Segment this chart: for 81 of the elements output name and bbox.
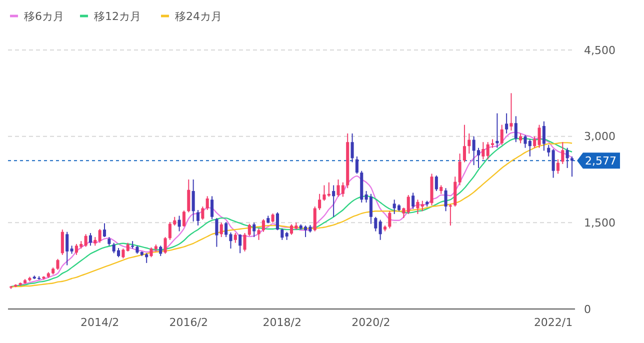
candlestick bbox=[60, 229, 64, 256]
candlestick bbox=[192, 179, 195, 222]
candlestick bbox=[406, 194, 410, 215]
candlestick bbox=[355, 156, 358, 174]
candlestick bbox=[66, 231, 69, 266]
legend-label: 移12カ月 bbox=[94, 10, 141, 23]
y-tick-label: 0 bbox=[584, 302, 591, 316]
candlestick bbox=[538, 124, 541, 148]
candlestick bbox=[257, 228, 260, 240]
candlestick bbox=[462, 124, 466, 163]
candlestick bbox=[378, 219, 382, 240]
candlestick bbox=[468, 132, 471, 154]
candlestick bbox=[482, 142, 485, 160]
candlestick bbox=[458, 153, 462, 186]
candlestick bbox=[402, 207, 406, 219]
candlestick bbox=[238, 234, 242, 254]
candlestick bbox=[248, 223, 251, 236]
candlestick bbox=[434, 174, 438, 192]
candlestick bbox=[98, 228, 102, 244]
candlestick bbox=[102, 222, 106, 238]
legend-label: 移24カ月 bbox=[175, 10, 222, 23]
x-tick-label: 2020/2 bbox=[352, 316, 390, 329]
candlestick bbox=[196, 210, 200, 226]
candlestick bbox=[561, 142, 564, 164]
candlestick bbox=[570, 156, 574, 178]
y-tick-label: 3,000 bbox=[584, 130, 616, 144]
candlestick bbox=[416, 199, 420, 215]
candlestick bbox=[552, 148, 555, 178]
candlestick bbox=[322, 184, 326, 202]
ref-line-label: 2,577 bbox=[585, 154, 616, 168]
candlestick bbox=[206, 196, 209, 211]
legend-label: 移6カ月 bbox=[24, 10, 64, 23]
candlestick bbox=[505, 112, 508, 134]
candlestick bbox=[56, 258, 60, 270]
candlestick bbox=[313, 206, 316, 232]
candlestick bbox=[276, 212, 279, 231]
candlestick bbox=[88, 232, 92, 246]
candlestick bbox=[201, 206, 204, 220]
candlestick bbox=[388, 210, 392, 229]
candlestick bbox=[122, 248, 125, 259]
candlestick bbox=[234, 232, 237, 244]
candlestick bbox=[556, 158, 560, 174]
candlestick bbox=[159, 245, 162, 257]
candlestick bbox=[210, 196, 214, 220]
candlestick bbox=[252, 222, 256, 238]
x-tick-label: 2018/2 bbox=[262, 316, 302, 329]
candlestick bbox=[547, 144, 550, 157]
candlestick bbox=[444, 188, 448, 212]
y-tick-label: 4,500 bbox=[584, 44, 616, 57]
candlestick bbox=[420, 200, 424, 212]
candlestick bbox=[519, 132, 522, 144]
candlestick bbox=[374, 216, 378, 232]
candlestick bbox=[412, 192, 415, 210]
candlestick bbox=[215, 218, 218, 248]
candlestick bbox=[187, 179, 190, 213]
candlestick bbox=[220, 222, 223, 238]
candlestick bbox=[262, 218, 265, 232]
candlestick bbox=[164, 236, 167, 254]
x-tick-label: 2014/2 bbox=[80, 316, 120, 329]
candlestick bbox=[290, 224, 294, 236]
candlestick bbox=[500, 124, 504, 146]
candlestick bbox=[318, 193, 322, 211]
candlestick bbox=[243, 232, 246, 252]
candlestick bbox=[566, 147, 569, 168]
x-tick-label: 2022/1 bbox=[534, 316, 573, 329]
candlestick bbox=[280, 228, 284, 240]
candlestick bbox=[332, 184, 336, 218]
candlestick bbox=[533, 136, 536, 148]
candlestick bbox=[182, 210, 186, 228]
candlestick bbox=[514, 116, 518, 143]
candlestick bbox=[224, 222, 228, 238]
x-tick-label: 2016/2 bbox=[169, 316, 208, 329]
candlestick bbox=[542, 120, 546, 152]
candlestick bbox=[84, 234, 88, 248]
candlestick bbox=[369, 193, 372, 224]
y-tick-label: 1,500 bbox=[584, 216, 616, 230]
candlestick bbox=[350, 132, 354, 163]
candlestick bbox=[454, 176, 457, 208]
candlestick bbox=[271, 212, 274, 224]
candlestick bbox=[178, 215, 181, 232]
candlestick bbox=[510, 92, 513, 132]
